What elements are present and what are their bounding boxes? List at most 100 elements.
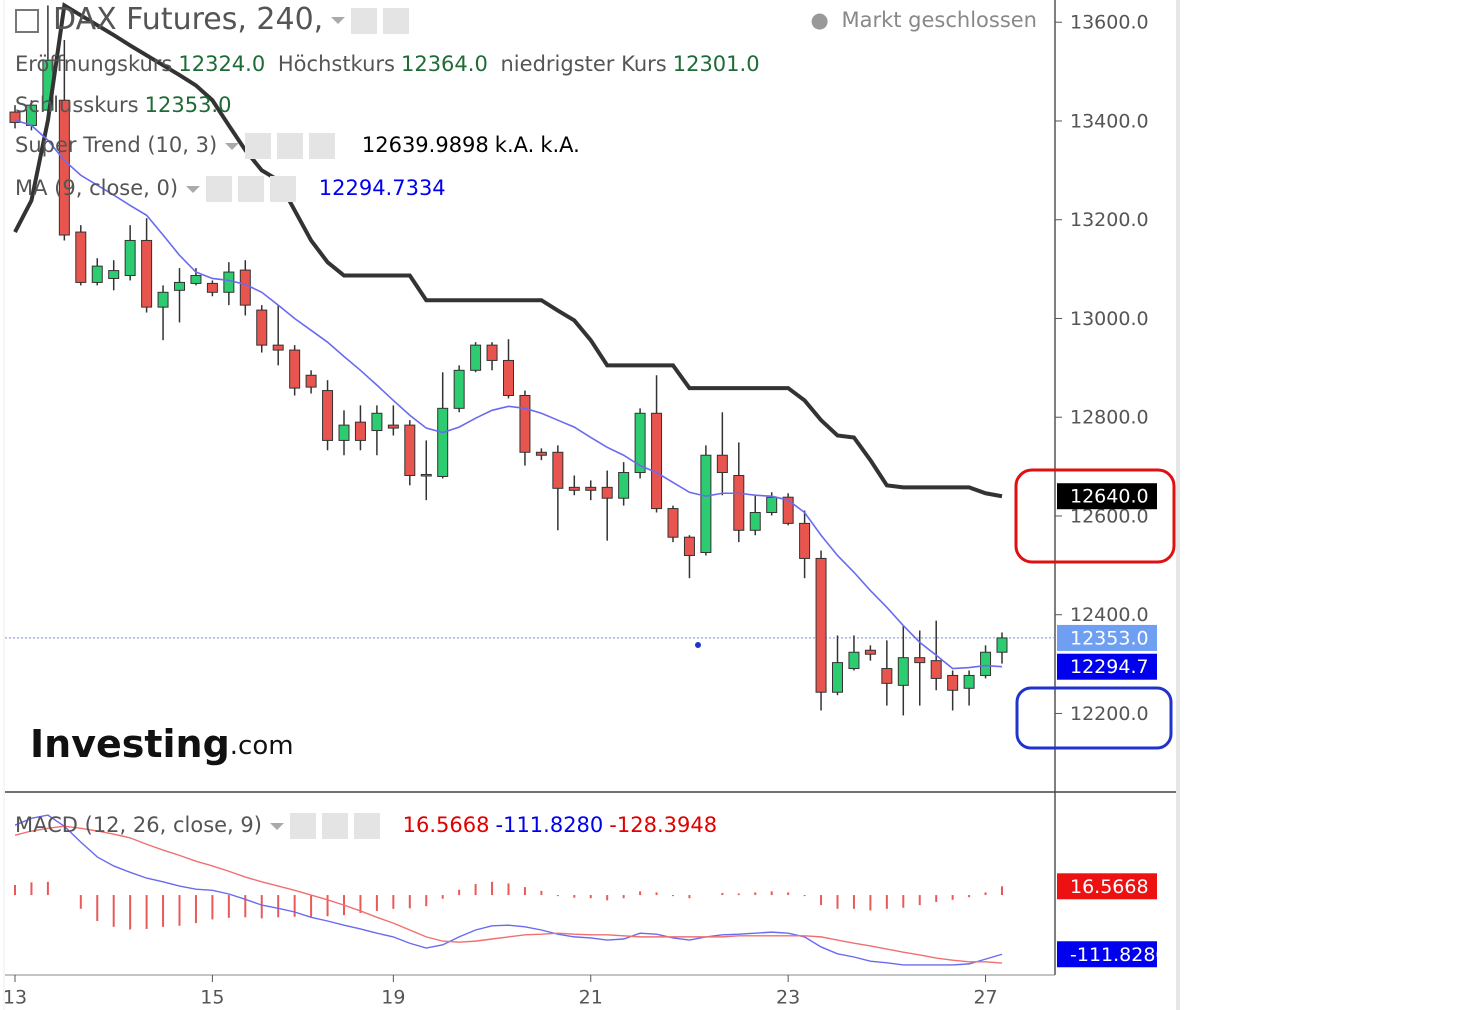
indicator-line bbox=[14, 814, 1003, 966]
candle-body bbox=[782, 496, 794, 524]
logo-suffix: .com bbox=[230, 731, 294, 761]
candle-body bbox=[371, 412, 383, 432]
candle-body bbox=[815, 557, 827, 693]
candle-body bbox=[453, 369, 465, 409]
price-badge bbox=[1057, 653, 1157, 680]
candle-body bbox=[239, 269, 251, 306]
candle-body bbox=[256, 309, 268, 346]
candle-body bbox=[108, 270, 120, 279]
candle-body bbox=[141, 239, 153, 308]
candle-body bbox=[914, 657, 926, 664]
plot-layer: 12200.0 12400.0 12600.0 12800.0 13000.0 13200… bbox=[3, 2, 1168, 1009]
close-icon[interactable] bbox=[353, 813, 380, 839]
candle-body bbox=[568, 486, 580, 491]
price-badge bbox=[1057, 483, 1157, 510]
candle-body bbox=[322, 390, 334, 441]
candle-body bbox=[157, 291, 169, 308]
candle-body bbox=[766, 496, 778, 514]
price-badge bbox=[1057, 624, 1157, 651]
ohlc-name: Schlusskurs bbox=[15, 93, 139, 117]
x-tick-label: 21 bbox=[579, 987, 603, 1009]
gear-icon[interactable] bbox=[383, 7, 410, 34]
price-badge-label: -111.8280 bbox=[1070, 944, 1168, 966]
candle-body bbox=[223, 271, 235, 293]
candle-body bbox=[700, 454, 712, 554]
ma-row: MA (9, close, 0) 12294.7334 bbox=[15, 176, 452, 202]
eye-icon[interactable] bbox=[206, 176, 233, 202]
highlight-red bbox=[1014, 468, 1176, 564]
indicator-value: k.A. bbox=[540, 133, 580, 157]
price-badge-label: 12353.0 bbox=[1070, 627, 1149, 649]
status: ● Markt geschlossen bbox=[810, 8, 1037, 32]
price-badge-label: 12294.7 bbox=[1070, 656, 1149, 678]
eye-icon[interactable] bbox=[289, 813, 316, 839]
gear-icon[interactable] bbox=[277, 133, 304, 159]
candle-body bbox=[683, 536, 695, 556]
candle-body bbox=[996, 637, 1008, 653]
candle-body bbox=[716, 454, 728, 474]
y-tick-label: 13400.0 bbox=[1070, 110, 1149, 132]
indicator-line bbox=[14, 825, 1003, 964]
candle-body bbox=[634, 412, 646, 474]
indicator-value: 12639.9898 bbox=[361, 133, 489, 157]
candle-body bbox=[864, 649, 876, 655]
indicator-name: MACD (12, 26, close, 9) bbox=[15, 813, 262, 837]
candle-body bbox=[980, 651, 992, 676]
candle-body bbox=[601, 486, 613, 499]
eye-icon[interactable] bbox=[245, 133, 272, 159]
x-tick-label: 13 bbox=[3, 987, 27, 1009]
logo: Investing.com bbox=[30, 722, 294, 766]
candle-body bbox=[963, 674, 975, 689]
candle-body bbox=[338, 424, 350, 441]
y-tick-label: 12200.0 bbox=[1070, 703, 1149, 725]
supertrend-row: Super Trend (10, 3) 12639.9898 k.A. k.A. bbox=[15, 133, 586, 159]
ohlc-name: Eröffnungskurs bbox=[15, 52, 173, 76]
candle-body bbox=[848, 651, 860, 670]
dropdown[interactable] bbox=[269, 822, 284, 830]
close-icon[interactable] bbox=[309, 133, 336, 159]
dropdown[interactable] bbox=[331, 17, 346, 24]
candle-body bbox=[420, 473, 432, 477]
ohlc-value: 12301.0 bbox=[672, 52, 760, 76]
ohlc-name: niedrigster Kurs bbox=[500, 52, 667, 76]
collapse-icon[interactable] bbox=[15, 8, 39, 33]
logo-brand: Investing bbox=[30, 722, 230, 766]
candle-body bbox=[75, 231, 87, 283]
close-row: Schlusskurs 12353.0 bbox=[15, 93, 237, 117]
candle-body bbox=[585, 486, 597, 491]
candle-body bbox=[206, 282, 218, 293]
close-icon[interactable] bbox=[270, 176, 297, 202]
candle-body bbox=[404, 424, 416, 476]
candle-body bbox=[174, 281, 185, 291]
candle-body bbox=[387, 424, 399, 429]
indicator-line bbox=[13, 2, 1003, 499]
candle-body bbox=[354, 421, 366, 441]
dropdown[interactable] bbox=[225, 142, 240, 150]
candle-body bbox=[667, 508, 679, 538]
candle-body bbox=[124, 239, 136, 277]
candle-body bbox=[799, 522, 811, 559]
price-badge-label: 12640.0 bbox=[1070, 486, 1149, 508]
candle-body bbox=[535, 451, 547, 456]
indicator-name: MA (9, close, 0) bbox=[15, 176, 179, 200]
candle-body bbox=[289, 349, 301, 389]
candle-body bbox=[272, 344, 284, 351]
indicator-line bbox=[14, 119, 1003, 670]
gear-icon[interactable] bbox=[238, 176, 265, 202]
candle-body bbox=[503, 359, 514, 396]
dropdown[interactable] bbox=[186, 185, 201, 193]
title: DAX Futures, 240, bbox=[53, 2, 324, 37]
candle-body bbox=[58, 99, 70, 236]
eye-icon[interactable] bbox=[351, 7, 378, 34]
ohlc-name: Höchstkurs bbox=[277, 52, 395, 76]
candle-body bbox=[749, 512, 761, 531]
x-tick-label: 23 bbox=[776, 987, 800, 1009]
candle-body bbox=[486, 344, 498, 361]
candle-body bbox=[91, 265, 103, 283]
x-tick-label: 27 bbox=[973, 987, 997, 1009]
gear-icon[interactable] bbox=[321, 813, 348, 839]
cursor-dot bbox=[695, 642, 701, 648]
ohlc-row: Eröffnungskurs 12324.0 Höchstkurs 12364.0 … bbox=[15, 52, 766, 76]
title-row: DAX Futures, 240, bbox=[15, 2, 415, 37]
